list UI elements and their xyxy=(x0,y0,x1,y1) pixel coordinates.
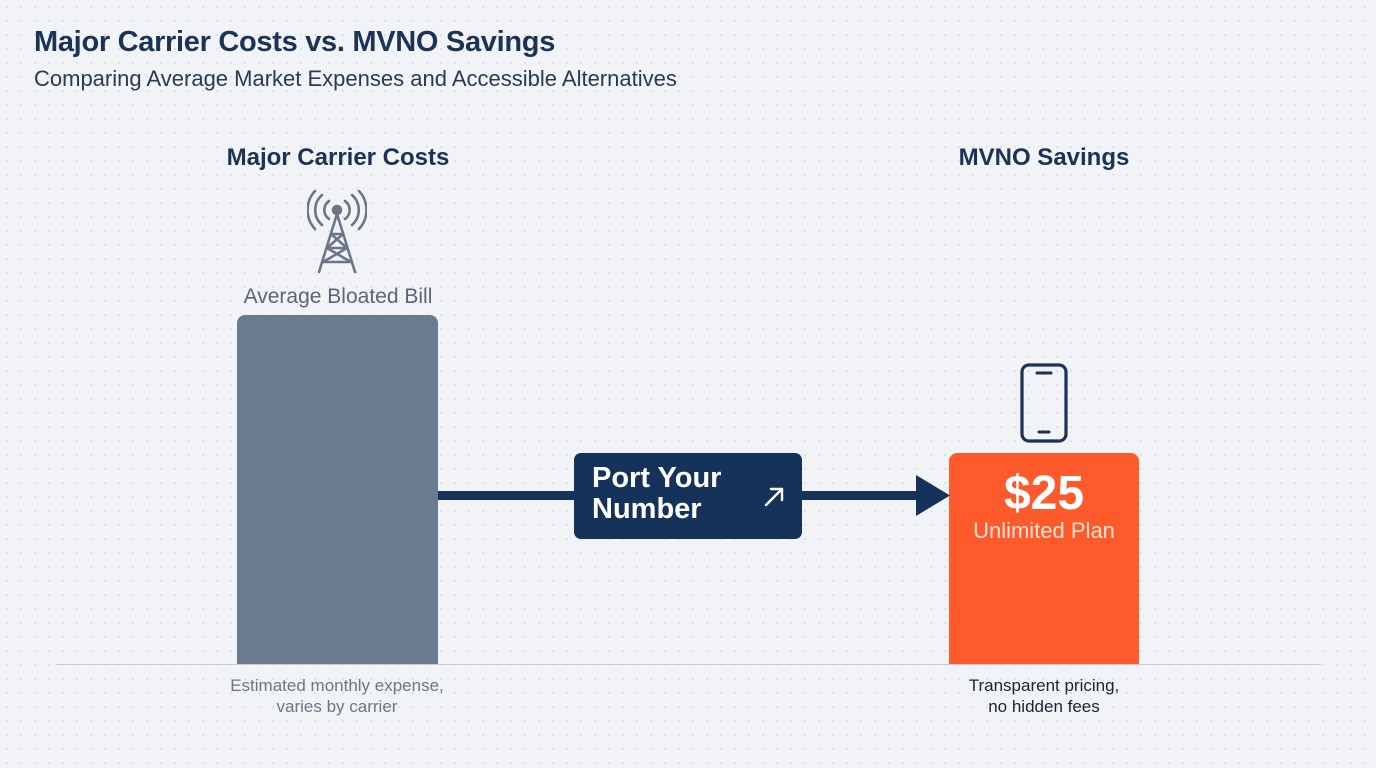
mvno-footnote: Transparent pricing, no hidden fees xyxy=(894,675,1194,717)
arrow-up-right-icon xyxy=(764,487,784,507)
smartphone-icon xyxy=(1020,363,1068,443)
carrier-group-title: Major Carrier Costs xyxy=(226,144,450,171)
cell-tower-icon xyxy=(307,190,367,274)
page-subtitle: Comparing Average Market Expenses and Ac… xyxy=(34,66,677,91)
chart-baseline xyxy=(56,664,1321,665)
mvno-group-title: MVNO Savings xyxy=(958,144,1130,171)
mvno-plan-label: Unlimited Plan xyxy=(973,518,1115,543)
page-title: Major Carrier Costs vs. MVNO Savings xyxy=(34,26,556,58)
carrier-footnote: Estimated monthly expense, varies by car… xyxy=(187,675,487,717)
mvno-footnote-line2: no hidden fees xyxy=(988,697,1100,716)
port-number-button-label: Port Your Number xyxy=(592,462,722,525)
port-number-button[interactable]: Port Your Number xyxy=(574,453,802,539)
flow-connector-right xyxy=(800,491,922,500)
carrier-footnote-line1: Estimated monthly expense, xyxy=(230,676,444,695)
carrier-footnote-line2: varies by carrier xyxy=(276,697,398,716)
mvno-price-label: $25 xyxy=(1003,467,1085,520)
carrier-cost-bar xyxy=(237,315,438,665)
mvno-footnote-line1: Transparent pricing, xyxy=(968,676,1120,695)
mvno-cost-bar xyxy=(949,453,1139,665)
arrowhead-icon xyxy=(916,475,950,516)
flow-connector-left xyxy=(438,491,576,500)
carrier-bar-label: Average Bloated Bill xyxy=(243,285,433,308)
